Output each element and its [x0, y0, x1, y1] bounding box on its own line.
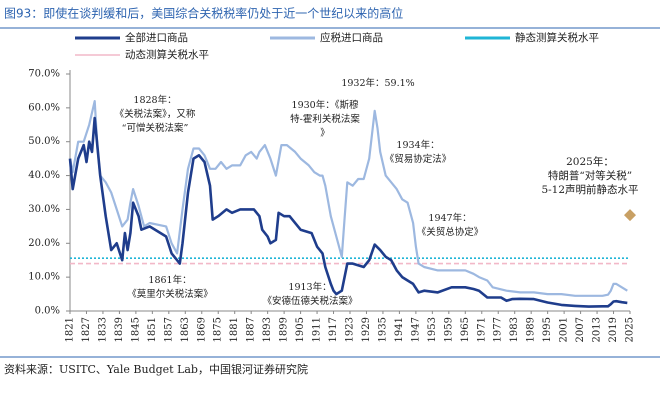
x-tick-label: 1935 [377, 317, 388, 342]
x-tick-label: 2007 [575, 317, 586, 342]
annotation: 2025年：特朗普“对等关税” 5-12声明前静态水平 [541, 155, 638, 196]
x-tick-label: 1917 [328, 317, 339, 342]
annotation-line: 特-霍利关税法案 [290, 113, 360, 125]
annotation: 1934年： 《贸易协定法》 [385, 139, 452, 165]
annotation-line: 1828年： [133, 94, 176, 106]
legend-label: 应税进口商品 [320, 31, 383, 44]
x-tick-label: 1965 [460, 317, 471, 342]
series-line [68, 116, 628, 308]
x-tick-label: 1863 [180, 317, 191, 342]
x-tick-label: 1923 [345, 317, 356, 342]
x-tick-label: 1845 [130, 317, 141, 342]
annotation: 1930年：《斯穆特-霍利关税法案》 [290, 99, 360, 139]
y-tick-label: 50.0% [28, 136, 60, 147]
legend-label: 静态测算关税水平 [515, 31, 599, 44]
annotation-line: 》 [320, 128, 330, 139]
annotation: 1861年： 《莫里尔关税法案》 [127, 274, 213, 300]
x-tick-label: 1827 [81, 317, 92, 342]
chart-title: 图93：即使在谈判缓和后，美国综合关税税率仍处于近一个世纪以来的高位 [4, 6, 403, 21]
annotation-line: “可憎关税法案” [122, 122, 189, 134]
x-tick-label: 1887 [246, 317, 257, 342]
x-tick-label: 1851 [147, 317, 158, 342]
annotation-line: 《关贸总协定》 [417, 226, 484, 238]
annotation: 1828年： 《关税法案》，又称 “可憎关税法案” [115, 94, 196, 134]
source-note: 资料来源：USITC、Yale Budget Lab，中国银河证券研究院 [4, 362, 308, 376]
x-tick-label: 1983 [509, 317, 520, 342]
x-tick-label: 1905 [295, 317, 306, 342]
x-tick-label: 1995 [542, 317, 553, 342]
annotation: 1932年：59.1% [341, 77, 414, 89]
x-tick-label: 1941 [394, 317, 405, 342]
annotation-line: 《莫里尔关税法案》 [127, 288, 213, 300]
x-tick-label: 2001 [559, 317, 570, 342]
y-tick-label: 10.0% [28, 272, 60, 283]
annotation: 1947年： 《关贸总协定》 [417, 212, 484, 238]
y-tick-label: 70.0% [28, 69, 60, 80]
legend-label: 动态测算关税水平 [125, 48, 209, 61]
x-tick-label: 1833 [97, 317, 108, 342]
x-tick-label: 1875 [213, 317, 224, 342]
y-tick-label: 0.0% [35, 306, 60, 317]
annotation-line: 1930年：《斯穆 [292, 99, 359, 111]
x-tick-label: 1971 [476, 317, 487, 342]
x-tick-label: 1821 [65, 317, 76, 342]
x-tick-label: 1911 [312, 317, 323, 342]
y-tick-label: 30.0% [28, 204, 60, 215]
annotation-line: 5-12声明前静态水平 [541, 183, 638, 196]
x-tick-label: 1869 [196, 317, 207, 342]
annotation: 1913年： 《安德伍德关税法案》 [262, 281, 357, 307]
x-tick-label: 2013 [592, 317, 603, 342]
y-tick-label: 40.0% [28, 170, 60, 181]
x-tick-label: 1839 [114, 317, 125, 342]
annotation-line: 《关税法案》，又称 [115, 108, 196, 120]
y-tick-label: 60.0% [28, 102, 60, 113]
x-tick-label: 1953 [427, 317, 438, 342]
annotation-line: 2025年： [566, 155, 614, 168]
legend-label: 全部进口商品 [125, 31, 188, 44]
x-tick-label: 1893 [262, 317, 273, 342]
marker-diamond [624, 209, 636, 222]
x-tick-label: 1947 [410, 317, 421, 342]
series-line [68, 100, 628, 297]
x-tick-label: 1977 [493, 317, 504, 342]
annotation-line: 《安德伍德关税法案》 [262, 295, 357, 307]
annotation-line: 1932年：59.1% [341, 77, 414, 89]
x-tick-label: 2019 [608, 317, 619, 342]
x-tick-label: 2025 [625, 317, 636, 342]
annotation-line: 1947年： [428, 212, 471, 224]
annotation-line: 《贸易协定法》 [385, 153, 452, 165]
x-tick-label: 1929 [361, 317, 372, 342]
annotation-line: 特朗普“对等关税” [548, 169, 632, 182]
x-tick-label: 1989 [526, 317, 537, 342]
x-tick-label: 1959 [443, 317, 454, 342]
annotation-line: 1913年： [288, 281, 331, 293]
x-tick-label: 1881 [229, 317, 240, 342]
annotation-line: 1861年： [148, 274, 191, 286]
annotation-line: 1934年： [396, 139, 439, 151]
x-tick-label: 1857 [163, 317, 174, 342]
x-tick-label: 1899 [279, 317, 290, 342]
y-tick-label: 20.0% [28, 238, 60, 249]
